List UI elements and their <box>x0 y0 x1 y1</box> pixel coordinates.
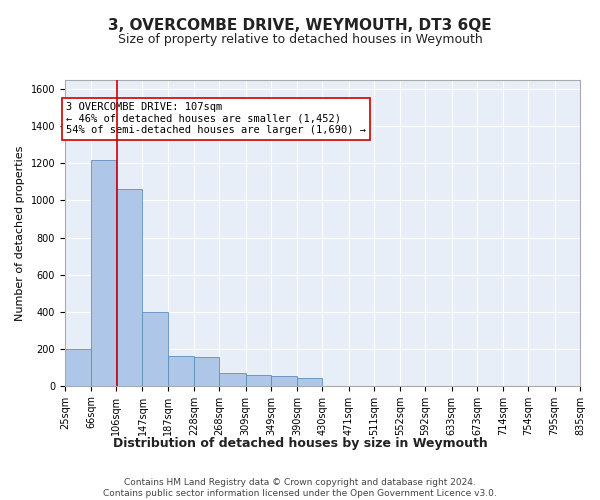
Bar <box>245 374 271 386</box>
Y-axis label: Number of detached properties: Number of detached properties <box>15 145 25 320</box>
Bar <box>65 348 91 386</box>
Text: Contains HM Land Registry data © Crown copyright and database right 2024.
Contai: Contains HM Land Registry data © Crown c… <box>103 478 497 498</box>
Bar <box>142 312 168 386</box>
Text: Size of property relative to detached houses in Weymouth: Size of property relative to detached ho… <box>118 32 482 46</box>
Text: 3 OVERCOMBE DRIVE: 107sqm
← 46% of detached houses are smaller (1,452)
54% of se: 3 OVERCOMBE DRIVE: 107sqm ← 46% of detac… <box>66 102 366 136</box>
Bar <box>194 357 220 386</box>
Bar <box>220 373 245 386</box>
Text: 3, OVERCOMBE DRIVE, WEYMOUTH, DT3 6QE: 3, OVERCOMBE DRIVE, WEYMOUTH, DT3 6QE <box>108 18 492 32</box>
Bar <box>271 376 297 386</box>
Bar <box>116 190 142 386</box>
Text: Distribution of detached houses by size in Weymouth: Distribution of detached houses by size … <box>113 438 487 450</box>
Bar <box>297 378 322 386</box>
Bar <box>91 160 116 386</box>
Bar <box>168 356 194 386</box>
